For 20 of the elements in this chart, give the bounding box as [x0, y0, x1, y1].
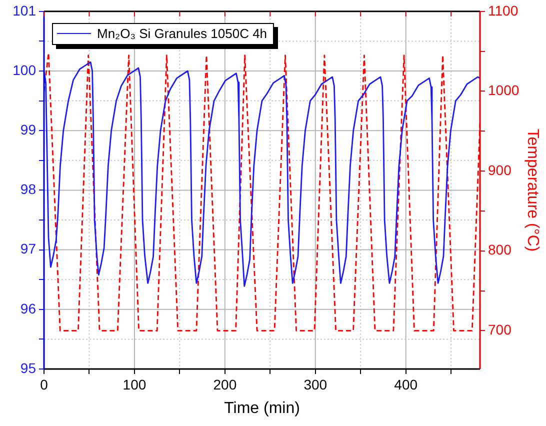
y-tick-label: 99: [20, 121, 36, 138]
y-tick-label: 95: [20, 360, 36, 376]
x-axis-title: Time (min): [224, 400, 300, 417]
legend-label: Mn₂O₃ Si Granules 1050C 4h: [97, 26, 268, 42]
y2-tick-label: 700: [488, 322, 512, 338]
x-tick-label: 400: [394, 376, 418, 392]
y2-tick-label: 1100: [488, 2, 518, 18]
y2-tick-label: 1000: [488, 82, 520, 98]
x-tick-label: 100: [122, 376, 146, 392]
y-tick-label: 96: [20, 300, 36, 316]
x-tick-label: 300: [304, 376, 328, 392]
x-tick-label: 0: [40, 376, 48, 392]
y2-axis-title: Temperature (°C): [524, 128, 541, 252]
y-tick-label: 101: [12, 2, 36, 18]
y-tick-label: 97: [20, 240, 36, 257]
y-tick-label: 98: [20, 181, 36, 198]
y-tick-label: 100: [12, 62, 36, 78]
x-tick-label: 200: [213, 376, 237, 392]
y2-tick-label: 900: [488, 162, 512, 178]
y2-tick-label: 800: [488, 242, 512, 258]
